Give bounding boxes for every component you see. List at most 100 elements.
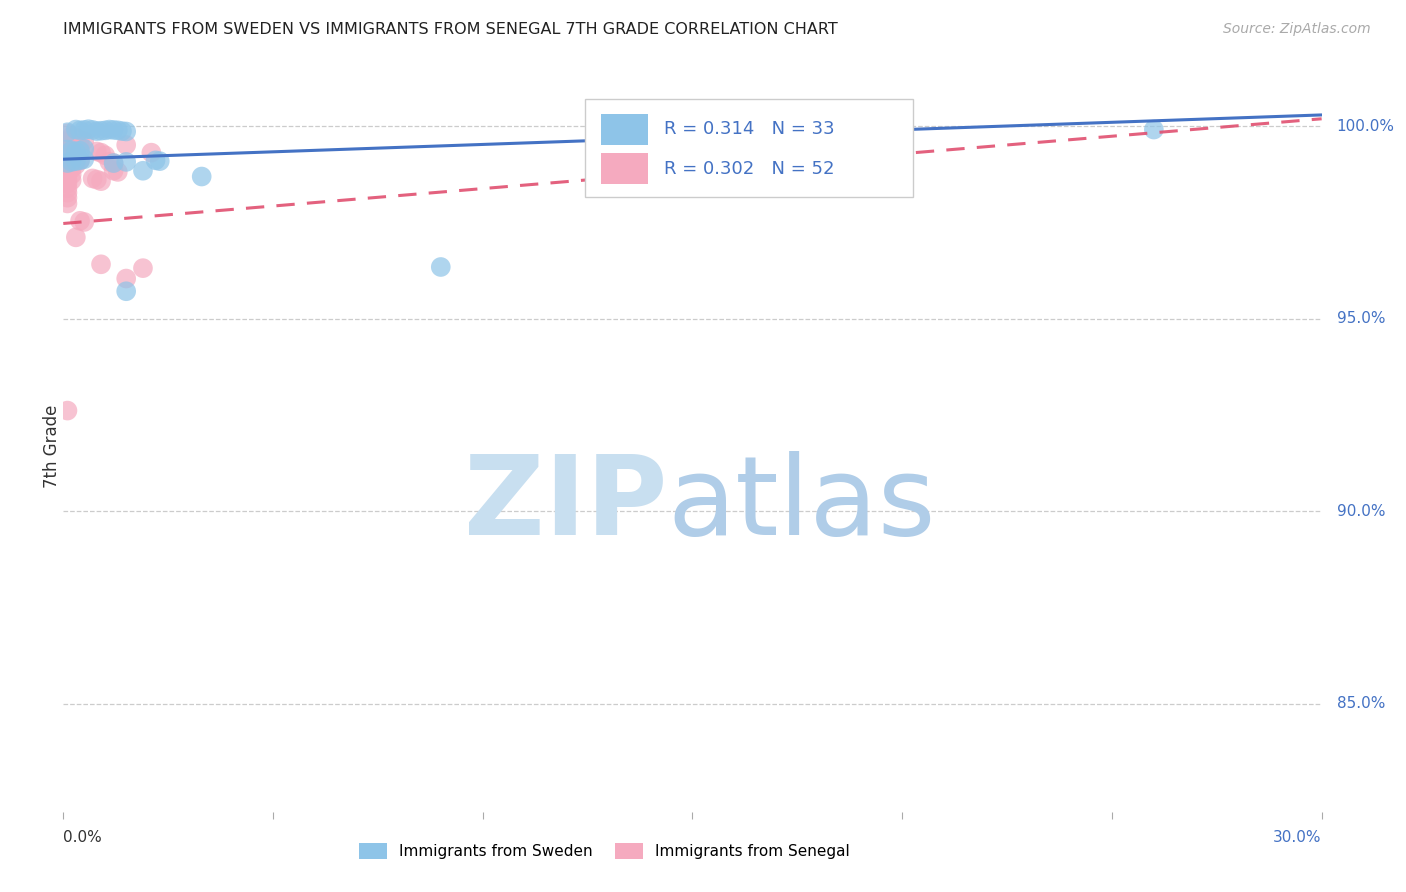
Point bbox=[56, 145, 79, 159]
Point bbox=[73, 123, 96, 137]
Point bbox=[103, 156, 125, 170]
Point bbox=[73, 152, 96, 166]
Point bbox=[60, 144, 83, 158]
Point bbox=[149, 154, 172, 169]
Text: IMMIGRANTS FROM SWEDEN VS IMMIGRANTS FROM SENEGAL 7TH GRADE CORRELATION CHART: IMMIGRANTS FROM SWEDEN VS IMMIGRANTS FRO… bbox=[63, 22, 838, 37]
Point bbox=[90, 124, 112, 138]
Point bbox=[56, 172, 79, 186]
Point bbox=[56, 134, 79, 148]
Point bbox=[77, 122, 100, 136]
Text: ZIP: ZIP bbox=[464, 451, 668, 558]
Point bbox=[60, 161, 83, 176]
Point bbox=[69, 140, 91, 154]
FancyBboxPatch shape bbox=[585, 99, 912, 197]
Point bbox=[103, 123, 125, 137]
Point bbox=[56, 127, 79, 141]
Text: 30.0%: 30.0% bbox=[1274, 830, 1322, 845]
Point bbox=[56, 191, 79, 205]
Point bbox=[65, 130, 87, 145]
Point bbox=[65, 145, 87, 160]
FancyBboxPatch shape bbox=[600, 114, 648, 145]
Point bbox=[98, 154, 121, 169]
Point bbox=[73, 142, 96, 156]
Point bbox=[60, 173, 83, 187]
Point bbox=[60, 168, 83, 182]
Point bbox=[65, 122, 87, 136]
Text: atlas: atlas bbox=[668, 451, 936, 558]
Text: 0.0%: 0.0% bbox=[63, 830, 103, 845]
Point bbox=[90, 257, 112, 271]
Point bbox=[56, 166, 79, 180]
Point bbox=[60, 145, 83, 160]
Text: 100.0%: 100.0% bbox=[1337, 119, 1395, 134]
Point bbox=[103, 163, 125, 178]
Point bbox=[115, 154, 138, 169]
Point bbox=[56, 186, 79, 200]
Point bbox=[115, 138, 138, 153]
Point bbox=[56, 181, 79, 195]
Point bbox=[103, 156, 125, 170]
Point bbox=[115, 285, 138, 299]
Point bbox=[60, 151, 83, 165]
Point bbox=[56, 177, 79, 191]
Point bbox=[56, 143, 79, 157]
Point bbox=[430, 260, 453, 274]
Point bbox=[65, 230, 87, 244]
Point bbox=[73, 215, 96, 229]
Point bbox=[86, 124, 108, 138]
Point bbox=[56, 125, 79, 139]
Point bbox=[65, 158, 87, 172]
Point bbox=[98, 122, 121, 136]
Point bbox=[82, 171, 104, 186]
Point bbox=[69, 153, 91, 168]
Point bbox=[69, 144, 91, 158]
Point bbox=[69, 123, 91, 137]
FancyBboxPatch shape bbox=[600, 153, 648, 184]
Point bbox=[86, 145, 108, 159]
Point bbox=[65, 136, 87, 150]
Text: 85.0%: 85.0% bbox=[1337, 697, 1385, 712]
Text: R = 0.302   N = 52: R = 0.302 N = 52 bbox=[664, 160, 834, 178]
Point bbox=[1143, 122, 1166, 136]
Text: R = 0.314   N = 33: R = 0.314 N = 33 bbox=[664, 120, 834, 138]
Point bbox=[56, 138, 79, 153]
Point bbox=[141, 145, 163, 160]
Point bbox=[115, 271, 138, 285]
Point bbox=[56, 150, 79, 164]
Point bbox=[60, 135, 83, 149]
Point bbox=[56, 156, 79, 170]
Point bbox=[65, 145, 87, 159]
Point bbox=[60, 139, 83, 153]
Point bbox=[56, 161, 79, 175]
Point bbox=[60, 154, 83, 169]
Point bbox=[69, 153, 91, 168]
Point bbox=[69, 214, 91, 228]
Point bbox=[107, 165, 129, 179]
Point bbox=[111, 124, 134, 138]
Point bbox=[94, 148, 117, 162]
Point bbox=[90, 174, 112, 188]
Text: Source: ZipAtlas.com: Source: ZipAtlas.com bbox=[1223, 22, 1371, 37]
Point bbox=[56, 196, 79, 211]
Point bbox=[132, 261, 155, 276]
Point bbox=[145, 153, 167, 168]
Point bbox=[56, 156, 79, 170]
Point bbox=[82, 123, 104, 137]
Legend: Immigrants from Sweden, Immigrants from Senegal: Immigrants from Sweden, Immigrants from … bbox=[359, 843, 849, 859]
Point bbox=[60, 129, 83, 144]
Point bbox=[115, 124, 138, 138]
Point bbox=[94, 123, 117, 137]
Point bbox=[190, 169, 212, 184]
Point bbox=[65, 141, 87, 155]
Point bbox=[65, 152, 87, 166]
Text: 90.0%: 90.0% bbox=[1337, 504, 1385, 519]
Point bbox=[65, 154, 87, 169]
Point bbox=[56, 403, 79, 417]
Y-axis label: 7th Grade: 7th Grade bbox=[44, 404, 60, 488]
Point bbox=[107, 123, 129, 137]
Point bbox=[73, 134, 96, 148]
Point bbox=[132, 163, 155, 178]
Point bbox=[86, 172, 108, 186]
Point bbox=[60, 157, 83, 171]
Text: 95.0%: 95.0% bbox=[1337, 311, 1385, 326]
